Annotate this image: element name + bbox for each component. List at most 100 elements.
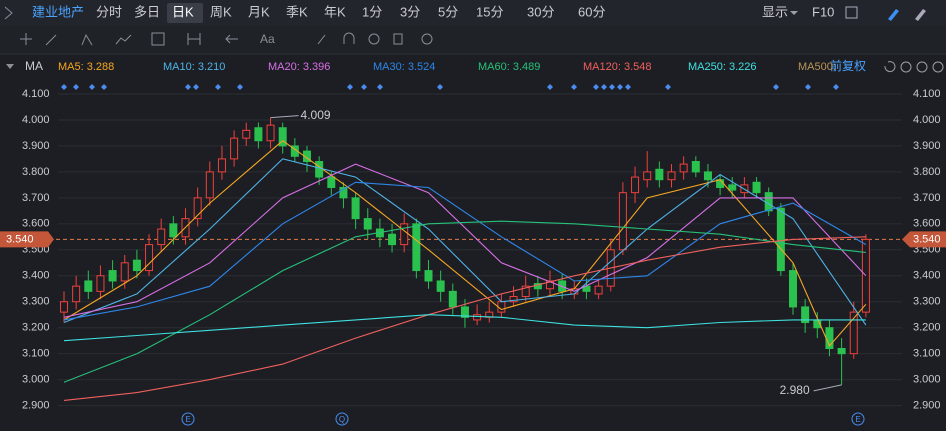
legend-entry: MA250: 3.226 — [688, 61, 757, 73]
tab[interactable]: 1分 — [362, 4, 382, 19]
indicator-name: MA — [25, 59, 43, 73]
tab[interactable]: 月K — [248, 4, 270, 19]
y-tick-label: 3.800 — [22, 166, 50, 178]
tab[interactable]: 3分 — [400, 4, 420, 19]
draw-icon[interactable] — [888, 9, 899, 21]
tab[interactable]: 多日 — [134, 4, 160, 19]
signal-dots — [61, 84, 839, 90]
annotation: 2.980 — [780, 383, 810, 397]
candle-body — [703, 171, 712, 181]
candle-body — [643, 171, 652, 181]
candle-body — [424, 270, 433, 282]
candle-body — [217, 158, 226, 173]
y-tick-label-right: 3.200 — [913, 322, 941, 334]
display-menu[interactable]: 显示 — [762, 4, 788, 19]
last-price-label: 3.540 — [6, 233, 34, 245]
candle-body — [230, 137, 239, 160]
candle-body — [728, 184, 737, 191]
candle-body — [205, 171, 214, 199]
candle-body — [801, 306, 810, 324]
text-tool[interactable]: Aa — [260, 32, 275, 46]
ma-line — [63, 163, 867, 318]
back-icon[interactable] — [4, 6, 13, 20]
candle-body — [315, 161, 324, 178]
candle-body — [84, 280, 93, 292]
candle-body — [157, 228, 166, 246]
candle-body — [631, 176, 640, 194]
ma-line — [63, 220, 866, 383]
stock-name[interactable]: 建业地产 — [32, 4, 84, 19]
candle-body — [521, 285, 530, 298]
y-tick-label: 3.000 — [22, 374, 50, 386]
ma-caret — [6, 64, 14, 69]
candle-body — [120, 262, 129, 282]
price-tag-left — [0, 231, 54, 248]
tab[interactable]: 30分 — [527, 4, 554, 19]
candle-body — [388, 233, 397, 246]
tab[interactable]: 日K — [172, 4, 194, 19]
y-tick-label-right: 3.100 — [913, 348, 941, 360]
candle-body — [849, 311, 858, 355]
f10[interactable]: F10 — [812, 4, 834, 19]
ma-line — [63, 181, 867, 321]
legend-entry: MA500: — [798, 61, 836, 73]
y-tick-label: 3.600 — [22, 218, 50, 230]
y-tick-label-right: 3.000 — [913, 374, 941, 386]
candle-body — [473, 314, 482, 321]
event-marker — [181, 412, 195, 426]
tab[interactable]: 60分 — [578, 4, 605, 19]
drawing-tools[interactable] — [20, 32, 433, 46]
tab-active — [167, 3, 203, 23]
candle-body — [290, 145, 299, 157]
legend-entry: MA5: 3.288 — [58, 61, 114, 73]
tab[interactable]: 5分 — [438, 4, 458, 19]
legend-entry: MA10: 3.210 — [163, 61, 225, 73]
y-tick-label-right: 4.100 — [913, 88, 941, 100]
candle-body — [412, 223, 421, 272]
event-label: Q — [339, 415, 345, 424]
tab[interactable]: 季K — [286, 4, 308, 19]
tab[interactable]: 周K — [210, 4, 232, 19]
candle-body — [776, 207, 785, 272]
y-tick-label: 4.100 — [22, 88, 50, 100]
toolbar-bg — [0, 0, 946, 26]
y-tick-label-right: 2.900 — [913, 400, 941, 412]
candle-body — [679, 163, 688, 173]
y-tick-label-right: 3.600 — [913, 218, 941, 230]
y-tick-label: 3.700 — [22, 192, 50, 204]
legend-entry: MA120: 3.548 — [583, 61, 652, 73]
event-label: E — [185, 415, 190, 424]
adjust-mode[interactable]: 前复权 — [830, 58, 866, 73]
candle-body — [278, 127, 287, 147]
tools-bg — [0, 26, 946, 54]
ma-line — [63, 158, 867, 326]
candle-body — [72, 285, 81, 303]
y-tick-label: 3.900 — [22, 140, 50, 152]
candle-body — [169, 223, 178, 238]
tab[interactable]: 年K — [324, 4, 346, 19]
y-tick-label-right: 3.300 — [913, 296, 941, 308]
candle-body — [303, 150, 311, 163]
candle-body — [436, 280, 445, 292]
y-tick-label: 3.300 — [22, 296, 50, 308]
caret — [790, 11, 798, 15]
candle-body — [460, 306, 469, 318]
ma-line — [63, 314, 866, 342]
zoom-icons[interactable] — [884, 61, 944, 73]
layout-icon[interactable] — [845, 6, 858, 19]
candle-body — [752, 181, 761, 194]
legend-entry: MA20: 3.396 — [268, 61, 330, 73]
tab[interactable]: 分时 — [96, 4, 122, 19]
brush-icon[interactable] — [915, 9, 926, 21]
annotation-leader — [270, 115, 299, 119]
candle-body — [400, 223, 409, 246]
candle-body — [242, 129, 251, 139]
candle-body — [193, 197, 202, 220]
candle-body — [145, 244, 154, 272]
tab[interactable]: 15分 — [476, 4, 503, 19]
candle-body — [546, 280, 554, 290]
candle-body — [691, 161, 700, 173]
candle-body — [594, 285, 603, 295]
